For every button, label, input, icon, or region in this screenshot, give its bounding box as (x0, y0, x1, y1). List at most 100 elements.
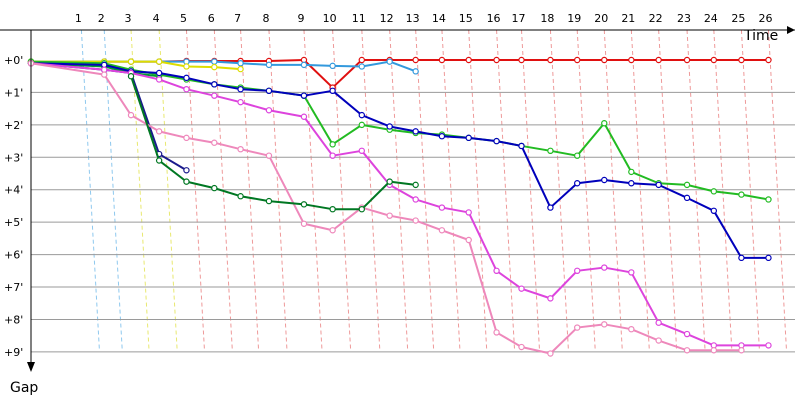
data-point (386, 58, 393, 65)
data-point (465, 236, 472, 244)
y-tick-label: +0' (4, 54, 23, 67)
data-point (183, 134, 190, 142)
data-point (412, 217, 419, 224)
data-point (155, 69, 163, 77)
data-point (300, 113, 308, 120)
y-tick-label: +1' (4, 86, 23, 99)
data-point (493, 56, 500, 64)
series-7 (27, 60, 772, 262)
x-tick-label: 8 (262, 12, 269, 25)
data-point (683, 56, 691, 64)
data-point (465, 56, 472, 64)
data-point (127, 58, 135, 65)
x-tick-label: 23 (677, 12, 691, 25)
data-point (300, 61, 308, 69)
data-point (386, 212, 393, 219)
lap-guide (686, 29, 706, 351)
data-point (237, 193, 244, 200)
series-line (30, 62, 769, 347)
data-point (412, 181, 419, 189)
data-point (574, 267, 581, 275)
x-tick-label: 19 (567, 12, 581, 25)
x-tick-label: 9 (297, 12, 304, 25)
data-point (300, 92, 308, 99)
data-point (329, 141, 336, 148)
data-point (329, 87, 336, 95)
data-point (155, 128, 163, 135)
x-tick-label: 16 (487, 12, 501, 25)
data-point (211, 139, 218, 146)
data-point (211, 81, 218, 88)
lap-guide (496, 29, 516, 351)
data-point (738, 347, 745, 354)
x-tick-label: 24 (704, 12, 718, 25)
data-point (412, 68, 419, 75)
data-point (386, 123, 393, 130)
x-tick-label: 10 (323, 12, 337, 25)
data-point (265, 197, 273, 205)
data-point (438, 227, 446, 234)
y-axis-title: Gap (10, 380, 38, 396)
data-point (127, 73, 135, 80)
x-tick-labels: 1 2 3 4 5 6 7 8 9 10 11 12 13 14 15 16 17 18 19 20 21 22 23 24 2… (75, 12, 773, 25)
data-point (155, 58, 163, 65)
lap-guide (303, 29, 323, 351)
x-axis-arrow (787, 26, 795, 34)
data-point (493, 329, 500, 336)
lap-guide (103, 29, 123, 351)
x-tick-label: 21 (621, 12, 635, 25)
x-tick-label: 12 (380, 12, 394, 25)
data-point (518, 56, 525, 64)
data-point (358, 121, 366, 129)
data-point (655, 56, 662, 64)
lap-guide (332, 29, 352, 351)
data-point (265, 152, 273, 159)
lap-guide (767, 29, 787, 351)
data-point (358, 205, 366, 213)
data-point (765, 196, 772, 203)
lap-guide (630, 29, 650, 351)
data-point (211, 184, 218, 192)
series-line (30, 60, 769, 201)
data-point (518, 343, 525, 351)
lap-guide (658, 29, 678, 351)
data-point (237, 85, 244, 93)
lap-guide (520, 29, 540, 351)
data-point (300, 220, 308, 227)
y-tick-label: +4' (4, 184, 23, 197)
lap-guide-lines (80, 29, 787, 351)
data-point (211, 92, 218, 99)
x-tick-label: 15 (459, 12, 473, 25)
data-point (211, 58, 218, 65)
x-tick-label: 22 (649, 12, 663, 25)
data-point (493, 267, 500, 275)
data-point (547, 147, 554, 155)
lap-guide (158, 29, 178, 351)
data-point (547, 350, 554, 357)
data-point (628, 180, 635, 187)
data-point (465, 209, 472, 216)
y-tick-labels: +0' +1' +2' +3' +4' +5' +6' +7' +8' +9' (4, 54, 23, 359)
data-point (211, 63, 218, 71)
data-point (738, 56, 745, 64)
y-tick-label: +3' (4, 151, 23, 164)
lap-guide (576, 29, 596, 351)
data-point (655, 181, 662, 189)
data-point (765, 342, 772, 349)
data-point (683, 347, 691, 354)
data-point (547, 204, 554, 211)
data-point (329, 62, 336, 70)
x-tick-label: 2 (98, 12, 105, 25)
data-point (329, 227, 336, 234)
lap-guide (713, 29, 733, 351)
data-point (237, 98, 244, 106)
data-point (101, 71, 108, 78)
data-point (183, 74, 190, 82)
series-10 (127, 73, 419, 213)
lap-guide (240, 29, 260, 351)
data-point (574, 56, 581, 64)
x-axis-title: Time (743, 28, 778, 44)
lap-guide (185, 29, 205, 351)
data-point (329, 205, 336, 213)
